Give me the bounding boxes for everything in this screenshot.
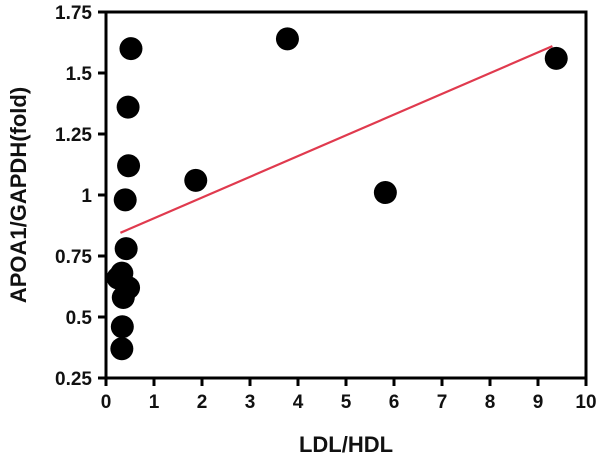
- data-point: [117, 154, 141, 178]
- x-tick-label: 6: [389, 392, 400, 413]
- y-tick-label: 1.25: [55, 125, 92, 146]
- x-tick-label: 7: [437, 392, 448, 413]
- x-axis-title: LDL/HDL: [299, 432, 393, 457]
- x-tick-label: 2: [197, 392, 208, 413]
- plot-frame: [104, 10, 588, 380]
- y-axis-title: APOA1/GAPDH(fold): [6, 87, 31, 303]
- x-tick-label: 5: [341, 392, 352, 413]
- data-point: [119, 37, 143, 61]
- data-point: [544, 46, 568, 70]
- data-point: [184, 168, 208, 192]
- x-tick-label: 3: [245, 392, 256, 413]
- x-tick-label: 9: [533, 392, 544, 413]
- y-tick-label: 0.5: [66, 308, 93, 329]
- data-point: [110, 315, 134, 339]
- x-tick-label: 1: [149, 392, 160, 413]
- data-point: [114, 237, 138, 261]
- y-tick-label: 1.5: [66, 64, 93, 85]
- data-point: [116, 95, 140, 119]
- data-points: [106, 27, 568, 361]
- y-tick-label: 1: [81, 186, 92, 207]
- x-tick-label: 0: [101, 392, 112, 413]
- y-axis-ticks: 0.25 0.5 0.75 1 1.25 1.5 1.75: [55, 3, 106, 390]
- trendline-layer: [119, 45, 553, 234]
- data-point: [111, 285, 135, 309]
- x-axis-ticks: 0 1 2 3 4 5 6 7 8 9 10: [101, 378, 597, 413]
- data-point: [373, 181, 397, 205]
- y-tick-label: 0.25: [55, 369, 92, 390]
- x-tick-label: 8: [485, 392, 496, 413]
- x-tick-label: 10: [575, 392, 596, 413]
- y-tick-label: 0.75: [55, 247, 92, 268]
- data-point: [113, 188, 137, 212]
- data-point: [275, 27, 299, 51]
- data-point: [110, 337, 134, 361]
- trendline: [119, 45, 553, 234]
- y-tick-label: 1.75: [55, 3, 92, 24]
- x-tick-label: 4: [293, 392, 304, 413]
